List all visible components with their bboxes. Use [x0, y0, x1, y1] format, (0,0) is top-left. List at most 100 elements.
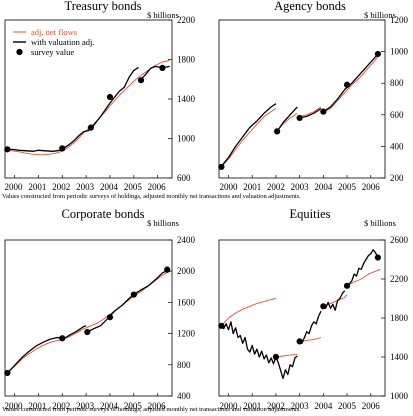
legend-swatch-survey	[16, 48, 23, 56]
y-tick-label: 1800	[390, 313, 409, 323]
valuation-adj-line	[91, 66, 139, 128]
valuation-adj-line	[4, 148, 63, 152]
net-flows-line	[4, 60, 170, 156]
survey-point	[106, 93, 114, 101]
y-tick-label: 800	[177, 360, 191, 370]
y-axis-units: $ billions	[147, 218, 179, 228]
y-tick-label: 400	[390, 141, 404, 151]
survey-point	[84, 328, 91, 336]
valuation-adj-line	[322, 53, 379, 113]
y-tick-label: 1800	[177, 55, 196, 65]
net-flows-line	[323, 56, 379, 113]
y-tick-label: 1000	[177, 134, 196, 144]
valuation-adj-line	[299, 310, 322, 344]
x-tick-label: 2004	[100, 182, 119, 192]
survey-point	[343, 282, 351, 289]
net-flows-line	[275, 354, 298, 358]
x-tick-label: 2001	[243, 182, 261, 192]
x-tick-label: 2005	[124, 182, 143, 192]
x-tick-label: 2001	[28, 182, 46, 192]
x-tick-label: 2006	[362, 182, 381, 192]
chart-panel-corporate: 400 800 1200 1600 2000 2400 2000 2001 2002 2003 20…	[0, 207, 206, 416]
footnote: Values constructed from periodic surveys…	[2, 406, 301, 413]
survey-point	[159, 64, 166, 71]
chart-panel-treasury: 600 1000 1400 1800 2200 2000 2001 2002 2003 2004 2…	[0, 0, 206, 208]
survey-point	[218, 322, 225, 329]
survey-point	[59, 145, 66, 152]
x-tick-label: 2001	[28, 401, 46, 411]
plot-frame	[4, 239, 173, 397]
survey-point	[164, 266, 171, 273]
valuation-adj-line	[275, 355, 298, 380]
survey-point	[218, 163, 225, 171]
survey-point	[374, 254, 381, 261]
y-axis-units: $ billions	[364, 218, 396, 228]
x-tick-label: 2005	[124, 401, 143, 411]
valuation-adj-line	[220, 103, 277, 167]
x-tick-label: 2000	[5, 401, 24, 411]
x-tick-label: 2003	[76, 182, 95, 192]
y-tick-label: 1400	[390, 352, 409, 362]
survey-point	[4, 369, 11, 377]
y-tick-label: 1000	[390, 391, 409, 401]
y-tick-label: 1600	[177, 297, 196, 307]
y-axis-units: $ billions	[147, 10, 179, 20]
legend-label-net-flows: adj. net flows	[31, 27, 77, 37]
chart-svg: 200 400 600 800 1000 1200 2000 2001 2002 2003 2004…	[218, 15, 409, 192]
chart-panel-agency: 200 400 600 800 1000 1200 2000 2001 2002 2003 2004…	[207, 0, 413, 208]
survey-point	[106, 314, 114, 321]
y-tick-label: 2200	[177, 15, 196, 25]
chart-svg: 400 800 1200 1600 2000 2400 2000 2001 2002 2003 20…	[4, 235, 196, 411]
x-tick-label: 2003	[291, 401, 310, 411]
valuation-adj-line	[299, 107, 322, 119]
legend-label-valuation: with valuation adj.	[31, 37, 95, 47]
survey-point	[320, 108, 327, 115]
chart-svg: 1000 1400 1800 2200 2600 2000 2001 2002 2003 2004…	[218, 235, 409, 411]
net-flows-line	[221, 298, 276, 327]
y-tick-label: 1000	[390, 47, 409, 57]
y-tick-label: 2600	[390, 235, 409, 245]
valuation-adj-line	[87, 318, 109, 333]
x-tick-label: 2000	[5, 182, 24, 192]
y-tick-label: 1200	[390, 15, 409, 25]
x-tick-label: 2003	[76, 401, 95, 411]
survey-point	[87, 124, 94, 131]
x-tick-label: 2004	[314, 401, 333, 411]
y-tick-label: 800	[390, 78, 404, 88]
net-flows-line	[221, 108, 277, 168]
valuation-adj-line	[322, 290, 346, 311]
x-tick-label: 2006	[148, 182, 167, 192]
chart-title: Corporate bonds	[61, 207, 145, 221]
y-tick-label: 1400	[177, 94, 196, 104]
y-tick-label: 2400	[177, 235, 196, 245]
survey-point	[343, 81, 351, 88]
footnote: Values constructed from periodic surveys…	[2, 193, 301, 200]
y-tick-label: 2000	[177, 266, 196, 276]
x-tick-label: 2006	[362, 401, 381, 411]
y-axis-units: $ billions	[364, 10, 396, 20]
chart-svg: 600 1000 1400 1800 2200 2000 2001 2002 2003 2004 2…	[4, 15, 196, 192]
chart-panel-equities: 1000 1400 1800 2200 2600 2000 2001 2002 2003 2004…	[207, 207, 413, 416]
survey-point	[374, 50, 381, 58]
y-tick-label: 600	[177, 173, 191, 183]
x-tick-label: 2002	[267, 401, 285, 411]
plot-frame	[218, 239, 386, 397]
x-tick-label: 2003	[291, 182, 310, 192]
survey-point	[272, 353, 280, 361]
survey-point	[296, 338, 303, 345]
valuation-adj-line	[140, 65, 161, 80]
survey-point	[4, 146, 11, 153]
legend-label-survey: survey value	[31, 47, 74, 57]
survey-point	[59, 335, 66, 342]
valuation-adj-line	[108, 269, 170, 318]
valuation-adj-line	[276, 106, 298, 132]
x-tick-label: 2002	[52, 401, 70, 411]
net-flows-line	[346, 268, 381, 287]
plot-frame	[218, 19, 386, 179]
valuation-adj-line	[6, 336, 63, 374]
x-tick-label: 2002	[52, 182, 70, 192]
net-flows-line	[7, 270, 170, 373]
x-tick-label: 2005	[338, 401, 357, 411]
x-tick-label: 2000	[219, 401, 238, 411]
x-tick-label: 2000	[219, 182, 238, 192]
